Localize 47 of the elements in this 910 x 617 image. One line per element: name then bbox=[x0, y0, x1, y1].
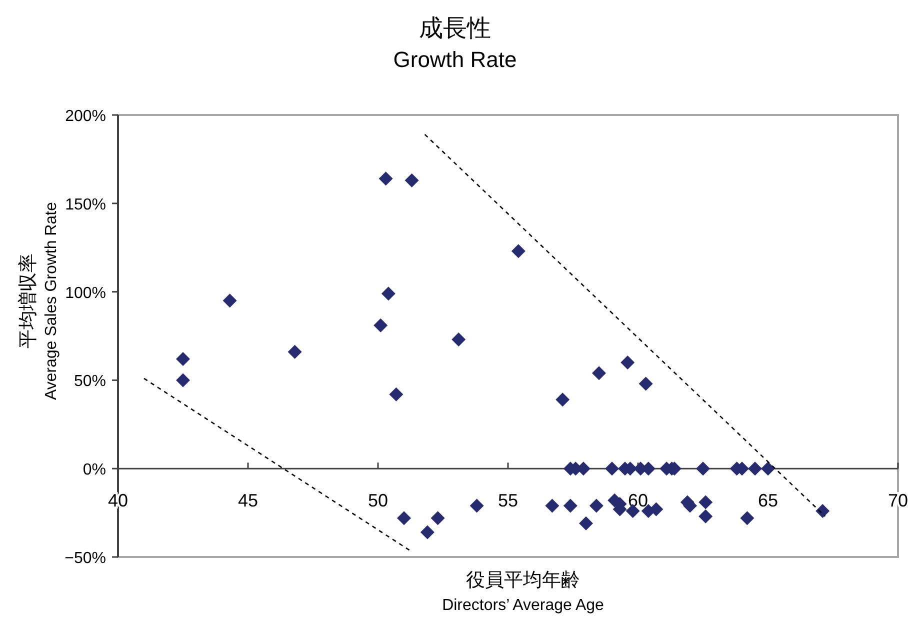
point bbox=[605, 462, 619, 476]
point bbox=[698, 495, 713, 510]
y-tick-label: 150% bbox=[65, 196, 106, 214]
point bbox=[563, 498, 578, 513]
point bbox=[696, 462, 710, 476]
y-axis-title: 平均増収率 Average Sales Growth Rate bbox=[17, 202, 60, 400]
point bbox=[378, 172, 393, 186]
x-tick-label: 70 bbox=[888, 490, 908, 511]
y-tick-label: 0% bbox=[82, 462, 106, 479]
y-tick-label: 50% bbox=[74, 373, 106, 390]
point bbox=[176, 373, 190, 388]
chart-subtitle: Growth Rate bbox=[393, 47, 517, 72]
point bbox=[589, 498, 604, 513]
point bbox=[556, 392, 570, 407]
point bbox=[404, 173, 419, 188]
y-tick-label: 200% bbox=[65, 108, 106, 125]
point bbox=[470, 498, 484, 513]
point bbox=[381, 286, 396, 301]
x-tick-label: 45 bbox=[238, 490, 258, 511]
point bbox=[620, 356, 635, 370]
point bbox=[374, 318, 388, 332]
point bbox=[511, 244, 526, 258]
point bbox=[740, 511, 754, 526]
point bbox=[420, 525, 434, 540]
chart-title: 成長性 bbox=[419, 15, 491, 42]
point bbox=[397, 511, 411, 526]
point bbox=[389, 387, 404, 402]
point bbox=[222, 294, 237, 308]
point bbox=[452, 332, 466, 347]
point bbox=[748, 462, 762, 476]
point bbox=[579, 516, 593, 530]
point bbox=[545, 498, 560, 513]
y-tick-label: 100% bbox=[65, 284, 106, 302]
point bbox=[698, 509, 713, 524]
x-tick-label: 50 bbox=[368, 490, 388, 511]
x-axis-title: 役員平均年齢 Directors’ Average Age bbox=[442, 570, 604, 614]
x-tick-label: 55 bbox=[498, 490, 518, 511]
point bbox=[288, 344, 302, 359]
y-tick-label: −50% bbox=[64, 550, 106, 567]
x-tick-label: 60 bbox=[628, 490, 648, 511]
point bbox=[816, 504, 830, 518]
point bbox=[592, 366, 606, 380]
point bbox=[761, 462, 775, 476]
point bbox=[176, 352, 190, 366]
x-tick-label: 65 bbox=[758, 490, 778, 511]
point bbox=[638, 376, 653, 391]
point bbox=[430, 511, 445, 526]
